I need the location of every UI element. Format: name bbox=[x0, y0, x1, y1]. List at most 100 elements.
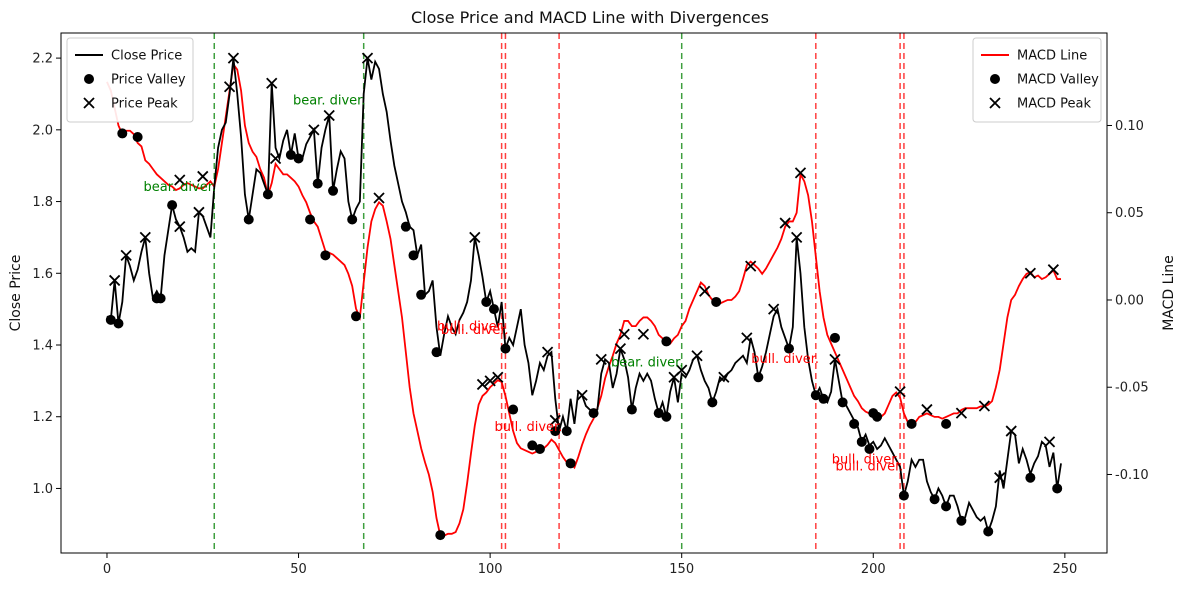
peak-marker bbox=[139, 231, 151, 244]
peak-marker bbox=[484, 375, 496, 387]
valley-marker bbox=[661, 411, 672, 422]
valley-marker bbox=[481, 296, 492, 307]
peak-marker bbox=[109, 274, 121, 287]
peak-marker bbox=[745, 260, 757, 272]
peak-marker bbox=[308, 124, 320, 136]
x-tick-label: 100 bbox=[478, 562, 503, 577]
y-tick-label-left: 1.6 bbox=[32, 267, 53, 282]
peak-marker bbox=[193, 206, 205, 218]
y-tick-label-left: 2.0 bbox=[32, 123, 53, 138]
legend-x-swatch bbox=[83, 97, 95, 109]
valley-marker bbox=[431, 347, 442, 358]
chart-title: Close Price and MACD Line with Divergenc… bbox=[411, 8, 769, 27]
peak-marker bbox=[618, 328, 630, 340]
legend-left: Close Price Price Valley Price Peak bbox=[66, 37, 194, 123]
valley-marker bbox=[783, 343, 794, 354]
peak-marker bbox=[197, 170, 209, 183]
valley-marker bbox=[113, 318, 124, 329]
peak-marker bbox=[549, 414, 561, 426]
valley-marker bbox=[500, 343, 511, 354]
valley-marker bbox=[1025, 472, 1036, 483]
peak-marker bbox=[469, 231, 481, 244]
bull-divergence-label: bull. diver. bbox=[836, 460, 904, 475]
peak-marker bbox=[266, 77, 278, 89]
peak-marker bbox=[1043, 436, 1056, 448]
y-tick-label-right: -0.05 bbox=[1115, 381, 1149, 396]
legend-entry-label: Price Peak bbox=[111, 97, 178, 112]
valley-marker bbox=[435, 530, 446, 541]
x-tick-label: 250 bbox=[1052, 562, 1077, 577]
valley-marker bbox=[661, 336, 672, 347]
valley-marker bbox=[956, 515, 967, 526]
peak-marker bbox=[894, 385, 906, 398]
peak-marker bbox=[1024, 267, 1037, 279]
valley-marker bbox=[837, 397, 848, 408]
bull-divergence-label: bull. diver. bbox=[441, 323, 509, 338]
y-tick-label-left: 1.0 bbox=[32, 482, 53, 497]
peak-marker bbox=[223, 81, 236, 93]
valley-marker bbox=[849, 418, 860, 429]
bear-divergence-label: bear. diver. bbox=[611, 356, 683, 371]
valley-marker bbox=[561, 426, 572, 437]
peak-marker bbox=[373, 192, 385, 204]
peak-marker bbox=[541, 346, 554, 358]
valley-marker bbox=[534, 444, 545, 454]
peak-marker bbox=[921, 403, 933, 416]
valley-marker bbox=[305, 214, 316, 225]
peak-marker bbox=[361, 52, 374, 64]
legend-entry-label: Price Valley bbox=[111, 73, 186, 88]
valley-marker bbox=[167, 200, 178, 211]
y-tick-label-left: 1.4 bbox=[32, 339, 53, 354]
peak-marker bbox=[829, 353, 841, 365]
valley-marker bbox=[983, 526, 994, 537]
x-tick-label: 0 bbox=[103, 562, 111, 577]
x-tick-label: 50 bbox=[290, 562, 307, 577]
peak-marker bbox=[595, 353, 607, 365]
peak-marker bbox=[691, 350, 703, 362]
plot-frame bbox=[60, 32, 1108, 554]
bear-divergence-label: bear. diver. bbox=[144, 180, 216, 195]
peak-marker bbox=[637, 328, 650, 340]
valley-marker bbox=[941, 501, 952, 512]
valley-marker bbox=[898, 490, 909, 501]
peak-marker bbox=[476, 378, 489, 391]
legend-box bbox=[972, 37, 1102, 123]
valley-marker bbox=[117, 128, 128, 139]
valley-marker bbox=[285, 149, 296, 160]
legend-box bbox=[66, 37, 194, 123]
valley-marker bbox=[105, 314, 116, 325]
close-price-line bbox=[106, 57, 1062, 535]
valley-marker bbox=[856, 436, 867, 447]
peak-marker bbox=[227, 52, 240, 64]
bull-divergence-label: bull. diver. bbox=[495, 420, 563, 435]
valley-marker bbox=[565, 458, 576, 469]
valley-marker bbox=[906, 418, 917, 429]
peak-marker bbox=[676, 364, 688, 376]
bear-divergence-label: bear. diver. bbox=[293, 94, 365, 109]
y-tick-label-right: 0.00 bbox=[1115, 293, 1144, 308]
legend-circle-swatch bbox=[990, 74, 1000, 84]
valley-marker bbox=[351, 311, 362, 322]
valley-marker bbox=[527, 440, 538, 451]
valley-marker bbox=[626, 404, 637, 415]
bull-divergence-label: bull. diver. bbox=[832, 452, 900, 467]
peak-marker bbox=[779, 217, 791, 229]
valley-marker bbox=[155, 293, 166, 304]
y-tick-label-left: 2.2 bbox=[32, 52, 53, 67]
valley-marker bbox=[753, 372, 764, 383]
x-tick-label: 150 bbox=[669, 562, 694, 577]
valley-marker bbox=[588, 408, 599, 419]
valley-marker bbox=[872, 411, 883, 422]
valley-marker bbox=[408, 250, 419, 261]
legend-circle-swatch bbox=[84, 74, 94, 84]
valley-marker bbox=[1052, 483, 1063, 494]
peak-marker bbox=[718, 371, 730, 383]
legend-entry-label: Close Price bbox=[111, 49, 182, 64]
axes: 0 50 100 150 200 250 1.0 1.2 1.4 1.6 1.8 2.0 2.2 -0.1… bbox=[32, 52, 1148, 577]
legend-entry-label: MACD Line bbox=[1017, 49, 1087, 64]
valley-marker bbox=[293, 153, 304, 164]
peak-marker bbox=[174, 221, 186, 233]
peak-marker bbox=[994, 472, 1006, 484]
valley-marker bbox=[653, 408, 664, 419]
peak-marker bbox=[174, 174, 186, 186]
